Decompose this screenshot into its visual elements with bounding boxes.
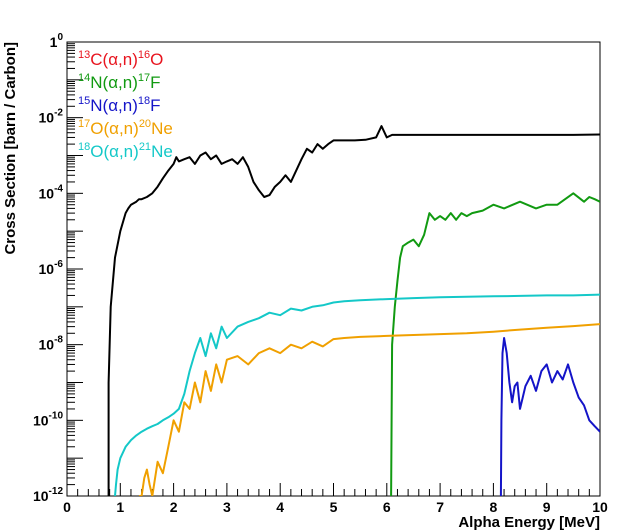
y-tick-label: 10-12	[33, 486, 63, 504]
y-axis-title: Cross Section [barn / Carbon]	[2, 42, 19, 255]
x-tick-label: 0	[63, 499, 71, 515]
y-tick-label: 10-8	[39, 335, 64, 353]
x-tick-label: 10	[592, 499, 608, 515]
series-line-3	[499, 337, 600, 496]
y-tick-label: 10-4	[39, 183, 64, 201]
legend-entry-2: 14N(α,n)17F	[78, 72, 161, 92]
y-tick-label: 10-10	[33, 410, 63, 428]
y-tick-label: 10-6	[39, 259, 64, 277]
axis-tick-labels: 0 1 2 3 4 5 6 7 8 9 10 10-12 10-10 10-8 10-6 10-4 10-2 10	[33, 32, 608, 515]
series-line-1	[107, 125, 600, 496]
x-axis-title: Alpha Energy [MeV]	[458, 514, 600, 530]
legend: 13C(α,n)16O 14N(α,n)17F 15N(α,n)18F 17O(α,n…	[78, 49, 173, 161]
legend-entry-5: 18O(α,n)21Ne	[78, 141, 173, 161]
series-line-4	[139, 323, 600, 496]
x-tick-label: 2	[170, 499, 178, 515]
x-tick-label: 4	[276, 499, 284, 515]
series-lines	[107, 125, 600, 496]
x-tick-label: 8	[490, 499, 498, 515]
series-line-2	[390, 192, 600, 496]
series-line-5	[114, 293, 600, 496]
x-tick-label: 6	[383, 499, 391, 515]
x-tick-label: 9	[543, 499, 551, 515]
legend-entry-1: 13C(α,n)16O	[78, 49, 163, 69]
x-tick-label: 7	[436, 499, 444, 515]
x-tick-label: 3	[223, 499, 231, 515]
y-tick-label: 10-2	[39, 108, 64, 126]
x-tick-label: 5	[330, 499, 338, 515]
legend-entry-3: 15N(α,n)18F	[78, 95, 161, 115]
x-tick-label: 1	[116, 499, 124, 515]
legend-entry-4: 17O(α,n)20Ne	[78, 118, 173, 138]
y-tick-label: 10	[50, 32, 64, 50]
